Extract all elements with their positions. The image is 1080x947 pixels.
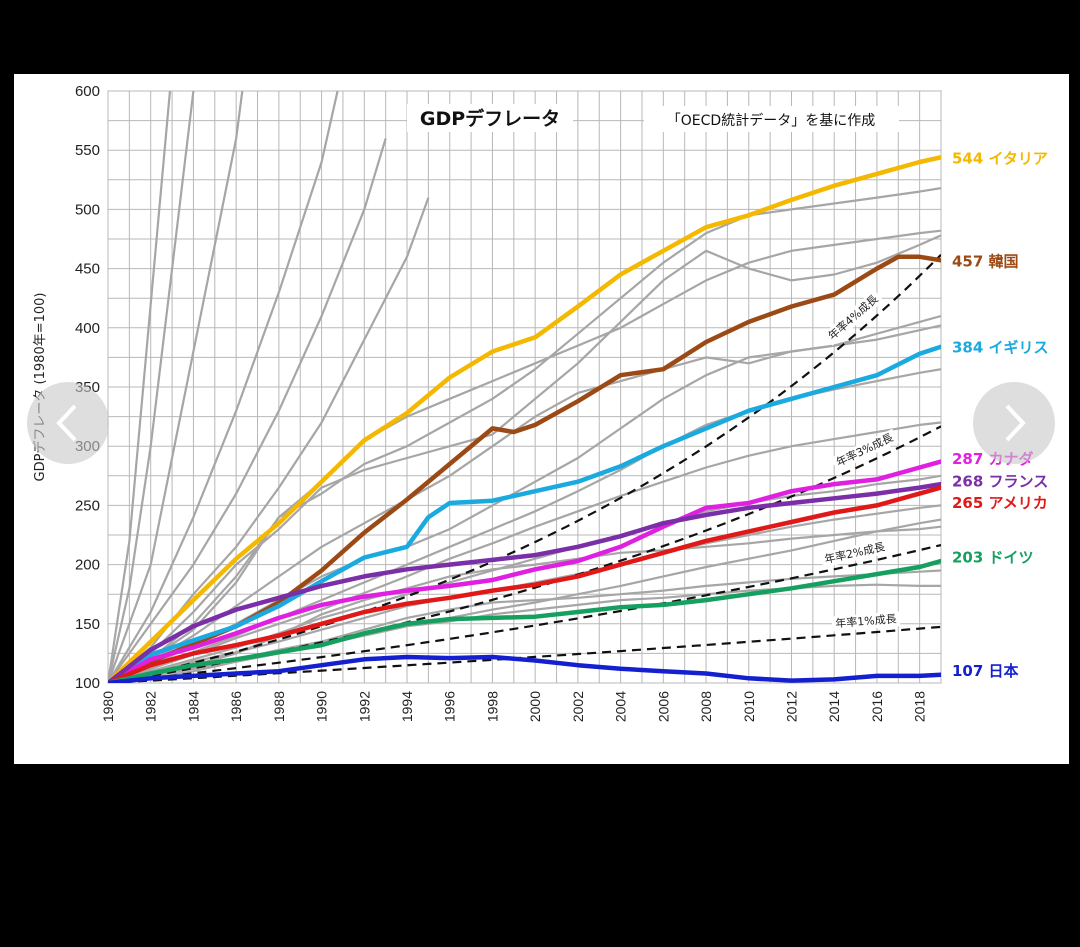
background-series-line: [108, 91, 195, 683]
background-series-line: [108, 91, 172, 683]
source-note-bg: [644, 106, 899, 132]
y-tick-label: 100: [75, 675, 100, 692]
series-line-イギリス: [108, 344, 941, 683]
x-tick-label: 2006: [655, 691, 671, 722]
series-label-日本: 107 日本: [952, 662, 1019, 680]
series-line-カナダ: [108, 459, 941, 683]
y-tick-label: 500: [75, 201, 100, 218]
x-tick-label: 2016: [869, 691, 885, 722]
x-tick-label: 1984: [185, 691, 201, 722]
x-tick-label: 1994: [399, 691, 415, 722]
background-series-line: [108, 138, 387, 683]
y-tick-label: 550: [75, 142, 100, 159]
next-slide-button[interactable]: [973, 382, 1055, 464]
background-series-line: [108, 91, 339, 683]
x-tick-label: 2018: [912, 691, 928, 722]
y-tick-label: 200: [75, 557, 100, 574]
series-label-ドイツ: 203 ドイツ: [952, 548, 1034, 566]
y-tick-label: 250: [75, 497, 100, 514]
x-tick-label: 1998: [484, 691, 500, 722]
y-tick-label: 400: [75, 320, 100, 337]
series-label-イタリア: 544 イタリア: [952, 149, 1048, 167]
series-line-日本: [108, 654, 941, 683]
chart-card: 1001502002503003504004505005506001980198…: [14, 74, 1069, 764]
background-series-line: [108, 504, 941, 683]
growth-line-label: 年率1%成長: [835, 611, 897, 630]
x-tick-label: 2012: [783, 691, 799, 722]
x-tick-label: 2010: [741, 691, 757, 722]
y-tick-label: 150: [75, 616, 100, 633]
plot-lines: [108, 91, 941, 683]
gdp-deflator-chart: 1001502002503003504004505005506001980198…: [32, 83, 1049, 722]
x-tick-label: 1988: [271, 691, 287, 722]
growth-label-bg: [830, 428, 899, 472]
background-series-line: [108, 421, 941, 683]
series-label-韓国: 457 韓国: [952, 252, 1019, 270]
growth-label-bg: [819, 538, 890, 568]
series-label-フランス: 268 フランス: [952, 473, 1048, 491]
series-line-イタリア: [108, 155, 941, 683]
title-bg: [407, 104, 573, 132]
series-line-フランス: [108, 481, 941, 683]
x-tick-label: 1996: [442, 691, 458, 722]
background-series-line: [108, 229, 941, 683]
x-tick-label: 2000: [527, 691, 543, 722]
x-tick-label: 1986: [228, 691, 244, 722]
growth-label-bg: [822, 289, 884, 346]
series-label-アメリカ: 265 アメリカ: [952, 494, 1048, 512]
x-tick-label: 1992: [356, 691, 372, 722]
x-tick-label: 2004: [613, 691, 629, 722]
background-series-line: [108, 234, 941, 683]
x-tick-label: 2014: [826, 691, 842, 722]
source-note: 「OECD統計データ」を基に作成: [667, 112, 875, 129]
series-label-イギリス: 384 イギリス: [952, 339, 1049, 357]
x-tick-label: 2002: [570, 691, 586, 722]
x-tick-label: 1990: [314, 691, 330, 722]
growth-reference-line: [108, 544, 941, 683]
growth-label-bg: [831, 611, 901, 632]
series-line-アメリカ: [108, 485, 941, 683]
y-tick-label: 450: [75, 261, 100, 278]
prev-slide-button[interactable]: [27, 382, 109, 464]
background-series-line: [108, 525, 941, 683]
y-tick-label: 600: [75, 83, 100, 100]
series-line-ドイツ: [108, 558, 941, 683]
chart-title: GDPデフレータ: [420, 107, 560, 130]
x-tick-label: 1982: [143, 691, 159, 722]
growth-reference-line: [108, 254, 941, 683]
background-series-line: [108, 187, 941, 683]
background-series-line: [108, 91, 244, 683]
chevron-right-icon: [1005, 404, 1026, 442]
chevron-left-icon: [56, 404, 77, 442]
x-tick-label: 1980: [100, 691, 116, 722]
x-tick-label: 2008: [698, 691, 714, 722]
